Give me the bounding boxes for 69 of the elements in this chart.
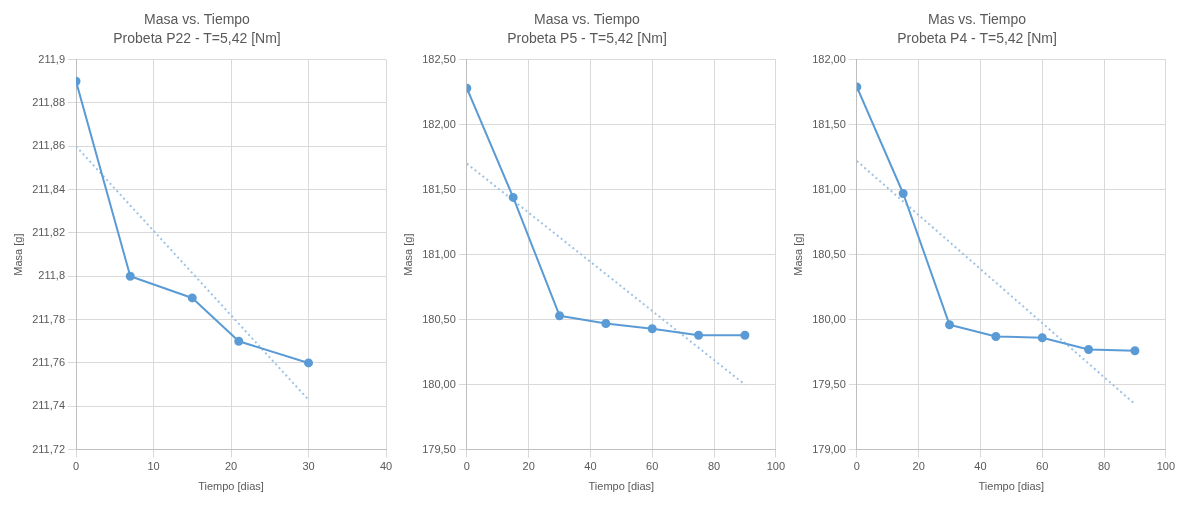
y-tick-label: 182,00: [422, 117, 456, 130]
y-tick-label: 179,50: [422, 442, 456, 455]
point: [945, 320, 955, 330]
x-tick-label: 60: [1036, 460, 1049, 473]
y-tick-label: 211,74: [32, 399, 66, 412]
point: [1084, 345, 1094, 354]
chart-subtitle: Probeta P4 - T=5,42 [Nm]: [897, 30, 1057, 47]
chart-subtitle: Probeta P22 - T=5,42 [Nm]: [113, 30, 281, 47]
x-tick-label: 0: [72, 460, 80, 473]
y-tick-label: 211,72: [32, 442, 66, 455]
x-tick-label: 40: [379, 460, 393, 473]
point: [647, 324, 657, 334]
x-tick-label: 30: [302, 460, 315, 473]
x-axis-title: Tiempo [dias]: [588, 480, 655, 493]
y-axis-title: Masa [g]: [11, 233, 24, 276]
x-axis-title: Tiempo [dias]: [978, 480, 1045, 493]
y-tick-label: 211,76: [32, 355, 66, 368]
y-tick-label: 181,50: [422, 182, 456, 195]
y-tick-label: 179,00: [812, 442, 846, 455]
y-tick-label: 182,00: [812, 52, 846, 65]
x-tick-label: 0: [463, 460, 470, 473]
x-tick-label: 100: [766, 460, 785, 473]
point: [234, 336, 244, 346]
y-tick-label: 181,00: [422, 247, 456, 260]
point: [125, 271, 135, 281]
x-tick-label: 80: [707, 460, 721, 473]
y-axis-title: Masa [g]: [791, 233, 804, 276]
y-tick-label: 180,50: [422, 312, 456, 325]
y-tick-label: 211,84: [32, 182, 66, 195]
point: [694, 330, 704, 340]
x-axis-title: Tiempo [dias]: [198, 480, 264, 493]
y-tick-label: 180,50: [812, 247, 846, 260]
point: [740, 330, 750, 340]
y-tick-label: 181,00: [812, 182, 846, 195]
point: [991, 332, 1001, 341]
x-tick-label: 80: [1097, 460, 1111, 473]
y-axis-title: Masa [g]: [401, 233, 414, 276]
chart-title: Mas vs. Tiempo: [927, 11, 1027, 28]
x-tick-label: 40: [584, 460, 597, 473]
x-tick-label: 60: [646, 460, 659, 473]
x-tick-label: 20: [522, 460, 535, 473]
y-tick-label: 211,9: [38, 52, 66, 65]
y-tick-label: 211,86: [32, 139, 66, 152]
y-tick-label: 182,50: [422, 52, 456, 65]
point: [1037, 333, 1047, 343]
point: [1130, 346, 1140, 356]
y-tick-label: 211,82: [32, 225, 66, 238]
x-tick-label: 20: [224, 460, 238, 473]
point: [187, 293, 197, 303]
chart-title: Masa vs. Tiempo: [144, 11, 251, 28]
x-tick-label: 100: [1156, 460, 1175, 473]
point: [555, 311, 565, 321]
point: [601, 319, 611, 328]
point: [508, 192, 518, 202]
y-tick-label: 211,8: [38, 269, 66, 282]
x-tick-label: 10: [147, 460, 160, 473]
point: [898, 189, 908, 198]
y-tick-label: 211,78: [32, 312, 66, 325]
y-tick-label: 181,50: [812, 117, 846, 130]
x-tick-label: 40: [974, 460, 987, 473]
x-tick-label: 20: [912, 460, 925, 473]
x-tick-label: 0: [853, 460, 860, 473]
y-tick-label: 211,88: [32, 95, 66, 108]
chart-title: Masa vs. Tiempo: [534, 11, 641, 28]
y-tick-label: 180,00: [422, 377, 456, 390]
chart-subtitle: Probeta P5 - T=5,42 [Nm]: [507, 30, 667, 47]
point: [304, 358, 314, 368]
y-tick-label: 180,00: [812, 312, 846, 325]
y-tick-label: 179,50: [812, 377, 846, 390]
